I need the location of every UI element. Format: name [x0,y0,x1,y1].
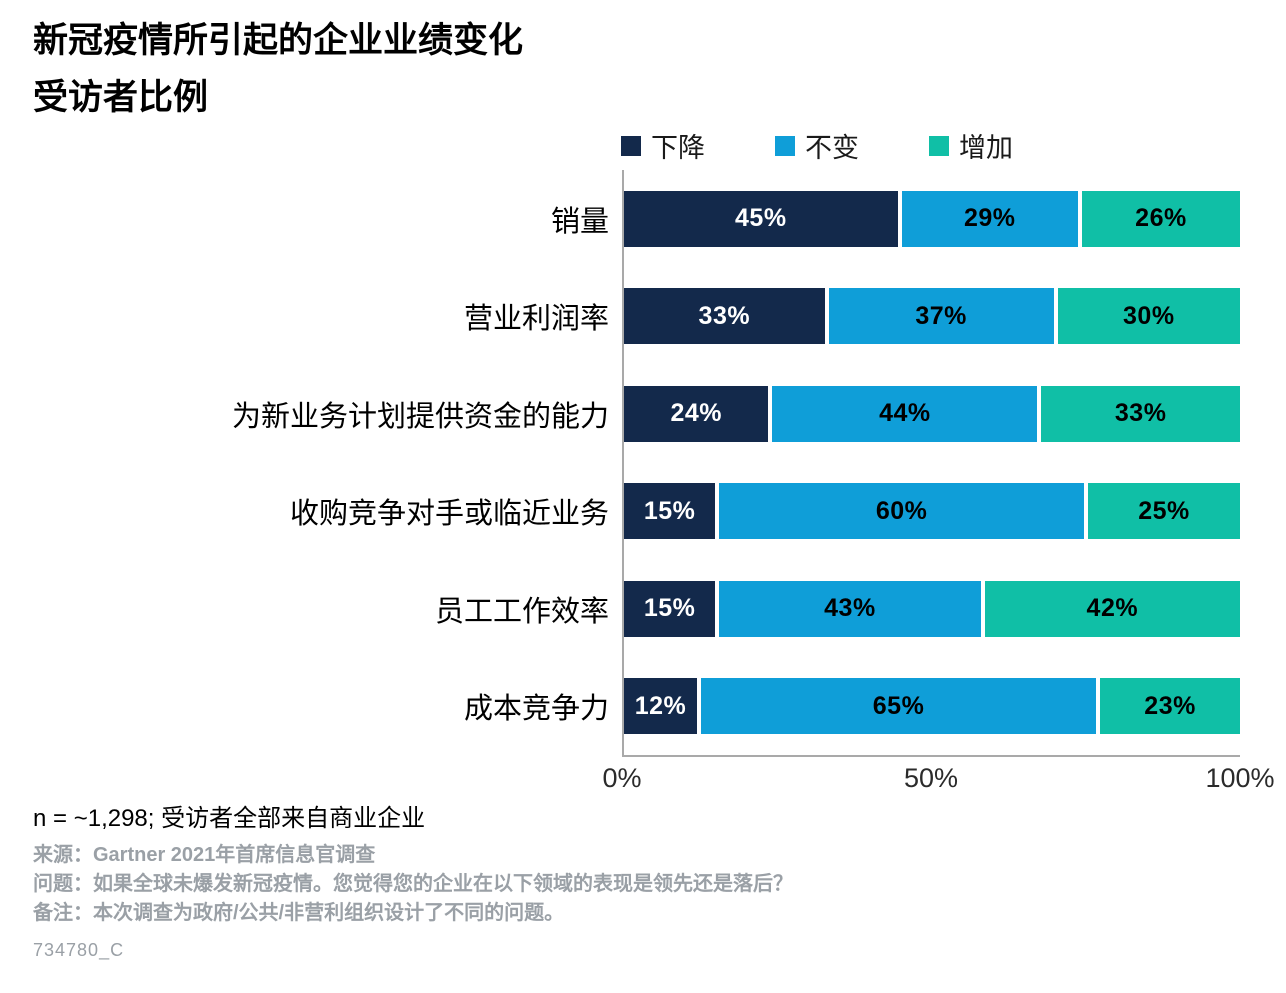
bar-segment-增加: 26% [1081,190,1240,247]
bar-track: 15% 43% 42% [624,580,1240,637]
legend-swatch [621,135,641,156]
legend: 下降 不变 增加 [621,126,1013,165]
bar-segment-下降: 45% [624,190,898,247]
bar-track: 12% 65% 23% [624,678,1240,735]
category-label: 收购竞争对手或临近业务 [289,496,609,531]
method-note: 备注：本次调查为政府/公共/非营利组织设计了不同的问题。 [33,902,565,924]
legend-label: 不变 [805,133,859,164]
bar-track: 45% 29% 26% [624,190,1240,247]
bar-segment-不变: 43% [719,580,981,637]
bar-track: 24% 44% 33% [624,385,1240,442]
bar-segment-下降: 15% [624,483,716,540]
bar-row: 12% 65% 23% [624,658,1240,756]
category-label: 成本竞争力 [463,691,609,726]
bar-segment-不变: 37% [828,288,1054,345]
legend-item-2: 不变 [775,126,859,165]
x-tick-label: 100% [1205,763,1275,793]
footnotes: 来源：Gartner 2021年首席信息官调查 问题：如果全球未爆发新冠疫情。您… [33,841,1033,928]
bar-track: 15% 60% 25% [624,483,1240,540]
bar-row: 45% 29% 26% [624,170,1240,268]
bar-segment-增加: 30% [1057,288,1240,345]
bar-row: 33% 37% 30% [624,268,1240,366]
bar-segment-下降: 24% [624,385,769,442]
chart-title-line1: 新冠疫情所引起的企业业绩变化 [33,20,524,61]
category-label: 营业利润率 [463,301,609,336]
bar-segment-下降: 15% [624,580,716,637]
x-tick-label: 0% [602,763,642,793]
bar-row: 15% 60% 25% [624,463,1240,561]
category-label: 员工工作效率 [434,593,609,628]
sample-size-note: n = ~1,298; 受访者全部来自商业企业 [33,805,426,832]
legend-label: 下降 [651,133,705,164]
bar-segment-下降: 12% [624,678,697,735]
bar-segment-下降: 33% [624,288,825,345]
category-labels-column: 销量营业利润率为新业务计划提供资金的能力收购竞争对手或临近业务员工工作效率成本竞… [0,170,622,757]
legend-label: 增加 [959,133,1013,164]
legend-swatch [929,135,949,156]
x-axis: 0% 50% 100% [602,763,1274,797]
bar-segment-增加: 33% [1041,385,1240,442]
bar-segment-不变: 60% [719,483,1084,540]
chart-title: 新冠疫情所引起的企业业绩变化 受访者比例 [33,12,523,126]
x-tick-label: 50% [903,763,959,793]
chart-subtitle: 受访者比例 [33,77,209,118]
bar-row: 24% 44% 33% [624,365,1240,463]
legend-swatch [775,135,795,156]
bar-segment-增加: 42% [984,580,1240,637]
bar-track: 33% 37% 30% [624,288,1240,345]
category-label: 销量 [550,203,609,238]
bar-segment-不变: 44% [772,385,1038,442]
bar-row: 15% 43% 42% [624,560,1240,658]
bars-column: 45% 29% 26% 33% 37% 30% 24% 44% 33% 15% 60% 25% 15% 4… [622,170,1240,757]
question-note: 问题：如果全球未爆发新冠疫情。您觉得您的企业在以下领域的表现是领先还是落后？ [33,873,793,895]
category-label: 为新业务计划提供资金的能力 [231,398,609,433]
source-note: 来源：Gartner 2021年首席信息官调查 [33,844,376,866]
bar-segment-增加: 23% [1100,678,1240,735]
bar-segment-不变: 29% [901,190,1078,247]
document-id: 734780_C [33,940,125,960]
legend-item-1: 下降 [621,126,705,165]
bar-segment-增加: 25% [1088,483,1240,540]
bar-segment-不变: 65% [700,678,1097,735]
legend-item-3: 增加 [929,126,1013,165]
stacked-bar-chart: 销量营业利润率为新业务计划提供资金的能力收购竞争对手或临近业务员工工作效率成本竞… [0,170,1240,757]
